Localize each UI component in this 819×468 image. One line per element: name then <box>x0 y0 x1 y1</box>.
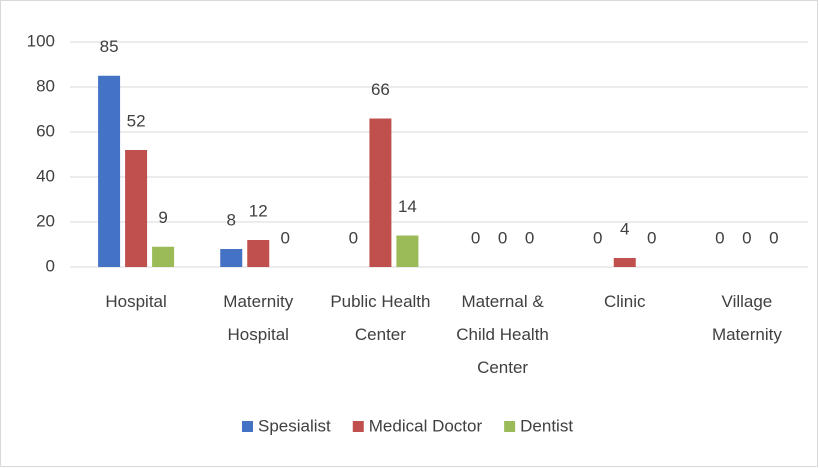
legend-label: Dentist <box>520 416 573 435</box>
bar <box>125 150 148 267</box>
x-tick-label: Hospital <box>105 292 167 311</box>
bar <box>247 240 270 267</box>
y-tick-label: 40 <box>36 166 55 185</box>
data-label: 0 <box>281 228 290 247</box>
legend-label: Spesialist <box>258 416 331 435</box>
data-label: 66 <box>371 80 390 99</box>
data-label: 0 <box>769 228 778 247</box>
data-label: 85 <box>100 37 119 56</box>
y-tick-label: 100 <box>27 31 55 50</box>
legend-label: Medical Doctor <box>369 416 483 435</box>
bar <box>152 246 175 267</box>
bar <box>369 118 392 267</box>
data-label: 0 <box>471 228 480 247</box>
data-label: 0 <box>742 228 751 247</box>
y-tick-label: 60 <box>36 121 55 140</box>
x-tick-label: Clinic <box>603 292 646 311</box>
x-tick-label: Public Health Center <box>330 292 431 344</box>
data-label: 9 <box>158 208 167 227</box>
bar <box>613 258 636 267</box>
y-tick-label: 80 <box>36 76 55 95</box>
data-label: 52 <box>127 111 146 130</box>
x-tick-label: Maternity Hospital <box>223 292 294 344</box>
bar <box>396 235 419 267</box>
data-label: 0 <box>349 228 358 247</box>
data-label: 0 <box>715 228 724 247</box>
data-label: 0 <box>647 228 656 247</box>
legend-swatch <box>242 421 253 432</box>
legend-swatch <box>504 421 516 432</box>
data-label: 14 <box>398 197 417 216</box>
x-tick-label: Village Maternity <box>711 292 782 344</box>
data-label: 8 <box>227 210 236 229</box>
bar <box>220 249 243 267</box>
bar <box>98 75 121 267</box>
data-label: 12 <box>249 201 268 220</box>
data-label: 4 <box>620 219 629 238</box>
legend-swatch <box>352 421 364 432</box>
data-label: 0 <box>525 228 534 247</box>
data-label: 0 <box>593 228 602 247</box>
y-tick-label: 20 <box>36 211 55 230</box>
x-tick-label: Maternal & Child Health Center <box>456 292 549 377</box>
y-tick-label: 0 <box>46 256 55 275</box>
data-label: 0 <box>498 228 507 247</box>
